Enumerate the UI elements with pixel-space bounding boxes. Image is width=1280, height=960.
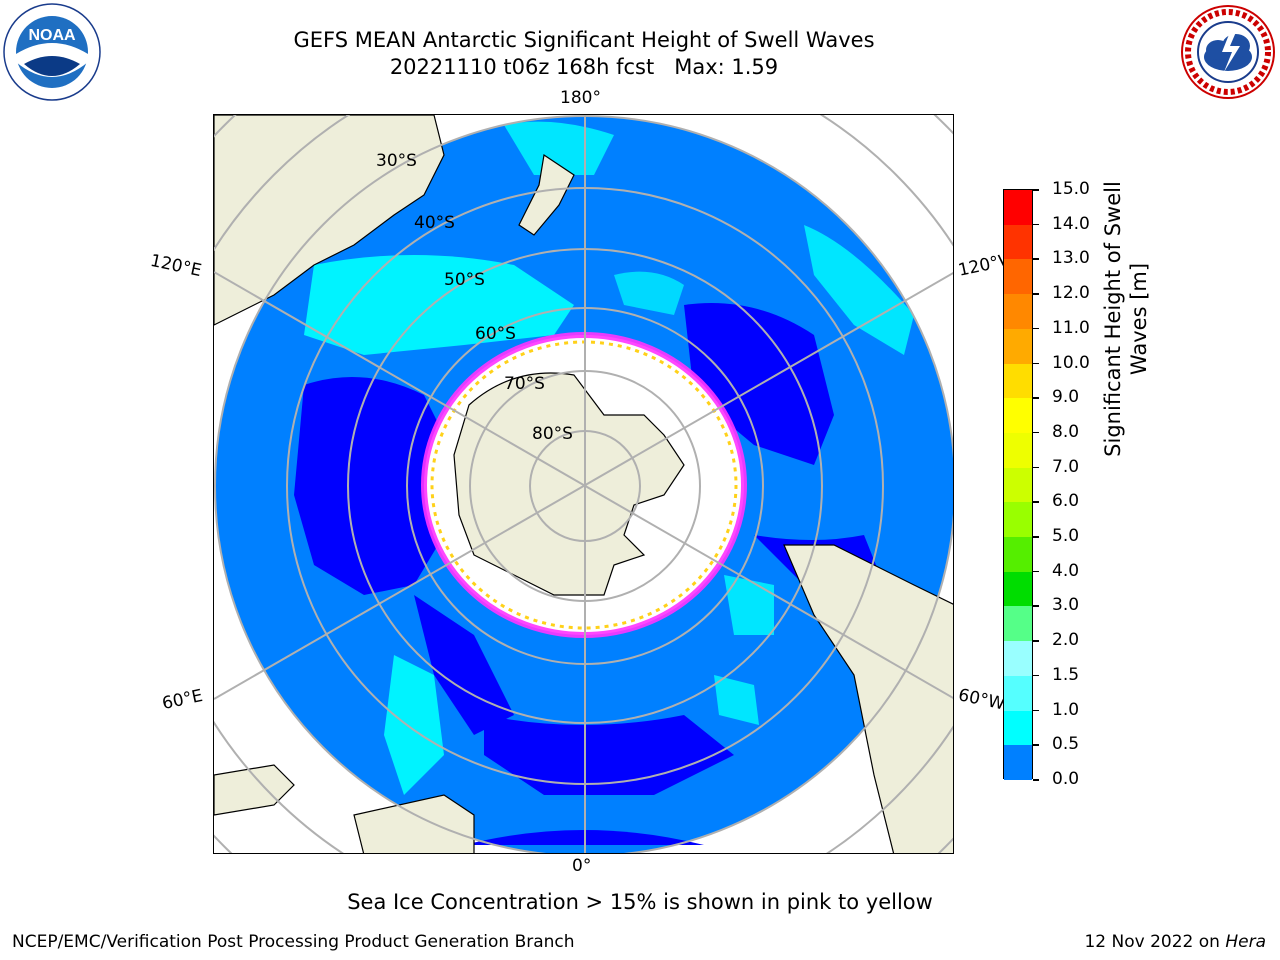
lon-label-60w: 60°W <box>956 685 1007 715</box>
colorbar-title: Significant Height of Swell Waves [m] <box>1101 181 1151 457</box>
colorbar-tick <box>1033 674 1039 677</box>
lon-label-120w: 120°W <box>956 251 1008 281</box>
date-text: 12 Nov 2022 on Hera <box>1084 932 1266 952</box>
colorbar-tick <box>1033 223 1039 226</box>
colorbar-tick <box>1033 709 1039 712</box>
colorbar-tick-label: 13.0 <box>1052 248 1090 269</box>
colorbar <box>1003 189 1033 781</box>
colorbar-segment <box>1004 606 1032 642</box>
colorbar-tick-label: 15.0 <box>1052 179 1090 199</box>
colorbar-tick-label: 11.0 <box>1052 317 1090 338</box>
graticule <box>214 115 953 853</box>
map-canvas <box>214 115 953 853</box>
africa-landmass <box>353 794 475 853</box>
colorbar-tick-label: 7.0 <box>1052 456 1080 477</box>
colorbar-tick-label: 9.0 <box>1052 387 1080 408</box>
colorbar-tick-label: 0.5 <box>1052 734 1080 755</box>
sea-ice-note: Sea Ice Concentration > 15% is shown in … <box>347 890 933 914</box>
colorbar-tick-label: 12.0 <box>1052 283 1090 304</box>
credit-text: NCEP/EMC/Verification Post Processing Pr… <box>12 932 575 952</box>
lat-label-40s: 40°S <box>414 213 455 233</box>
colorbar-tick-label: 3.0 <box>1052 595 1080 616</box>
noaa-logo-text: NOAA <box>28 27 76 44</box>
colorbar-tick-label: 6.0 <box>1052 491 1080 512</box>
colorbar-tick <box>1033 570 1039 573</box>
colorbar-tick <box>1033 397 1039 399</box>
colorbar-tick-label: 2.0 <box>1052 630 1080 651</box>
colorbar-tick <box>1033 640 1039 642</box>
colorbar-segment <box>1004 363 1032 399</box>
colorbar-segment <box>1004 259 1032 295</box>
lat-label-70s: 70°S <box>504 374 545 394</box>
lon-label-60e: 60°E <box>160 685 205 715</box>
colorbar-tick-label: 0.0 <box>1052 769 1080 789</box>
colorbar-tick-label: 14.0 <box>1052 213 1090 234</box>
colorbar-segment <box>1004 224 1032 260</box>
colorbar-tick <box>1033 431 1039 434</box>
colorbar-tick <box>1033 189 1039 191</box>
madagascar-landmass <box>214 764 295 816</box>
colorbar-segment <box>1004 328 1032 365</box>
colorbar-segment <box>1004 190 1032 226</box>
date-prefix: 12 Nov 2022 on <box>1084 932 1226 952</box>
colorbar-segment <box>1004 745 1032 781</box>
colorbar-tick <box>1033 258 1039 260</box>
lon-label-0: 0° <box>572 856 592 876</box>
colorbar-tick-label: 1.5 <box>1052 664 1080 685</box>
colorbar-tick <box>1033 327 1039 330</box>
chart-subtitle: 20221110 t06z 168h fcst Max: 1.59 <box>389 55 779 79</box>
colorbar-segment <box>1004 537 1032 573</box>
colorbar-tick <box>1033 466 1039 469</box>
colorbar-tick-label: 8.0 <box>1052 421 1080 442</box>
lat-label-60s: 60°S <box>475 324 516 344</box>
colorbar-tick <box>1033 605 1039 607</box>
colorbar-tick <box>1033 501 1039 503</box>
colorbar-segment <box>1004 675 1032 712</box>
colorbar-tick <box>1033 293 1039 295</box>
lat-label-80s: 80°S <box>532 424 573 444</box>
colorbar-tick-label: 1.0 <box>1052 699 1080 720</box>
lon-label-120e: 120°E <box>148 250 204 282</box>
colorbar-tick <box>1033 744 1039 746</box>
date-host: Hera <box>1225 932 1266 952</box>
colorbar-tick <box>1033 779 1039 781</box>
lat-label-50s: 50°S <box>444 270 485 290</box>
colorbar-tick <box>1033 536 1039 538</box>
colorbar-segment <box>1004 398 1032 434</box>
noaa-logo-icon: NOAA <box>2 2 102 102</box>
new-zealand-landmass <box>518 153 575 236</box>
south-america-landmass <box>783 544 953 853</box>
lat-label-30s: 30°S <box>376 151 417 171</box>
polar-map <box>213 114 954 854</box>
colorbar-segment <box>1004 432 1032 469</box>
colorbar-tick-label: 4.0 <box>1052 560 1080 581</box>
colorbar-segment <box>1004 571 1032 607</box>
antarctica-landmass <box>453 372 685 596</box>
colorbar-tick-label: 10.0 <box>1052 352 1090 373</box>
colorbar-tick-label: 5.0 <box>1052 526 1080 547</box>
lon-label-180: 180° <box>560 88 601 108</box>
chart-title: GEFS MEAN Antarctic Significant Height o… <box>293 28 875 52</box>
nws-logo-icon <box>1178 2 1278 102</box>
colorbar-segment <box>1004 710 1032 746</box>
colorbar-segment <box>1004 467 1032 503</box>
colorbar-segment <box>1004 641 1032 677</box>
colorbar-tick <box>1033 362 1039 365</box>
colorbar-segment <box>1004 502 1032 538</box>
colorbar-segment <box>1004 294 1032 330</box>
